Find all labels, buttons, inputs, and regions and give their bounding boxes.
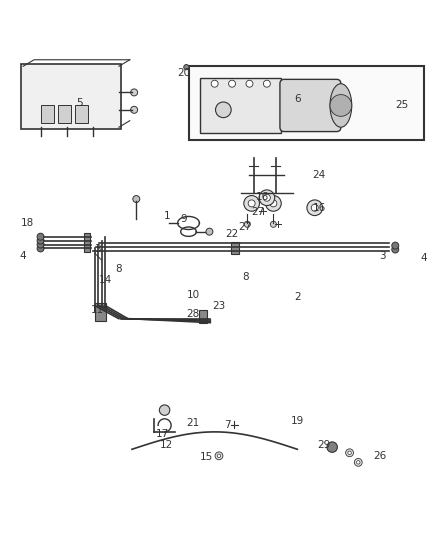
Bar <box>75 106 88 123</box>
Circle shape <box>206 228 213 235</box>
Circle shape <box>246 80 253 87</box>
Text: 8: 8 <box>242 272 248 282</box>
Text: 10: 10 <box>186 290 199 300</box>
Circle shape <box>215 452 223 460</box>
Circle shape <box>37 245 44 252</box>
Text: 24: 24 <box>312 170 326 180</box>
Circle shape <box>131 89 138 96</box>
Circle shape <box>37 237 44 244</box>
Text: 17: 17 <box>156 429 169 439</box>
Circle shape <box>265 196 281 211</box>
Circle shape <box>259 190 275 206</box>
FancyBboxPatch shape <box>21 64 121 130</box>
Circle shape <box>159 405 170 415</box>
Text: 8: 8 <box>116 264 122 273</box>
Text: 12: 12 <box>160 440 173 450</box>
Bar <box>188 66 424 140</box>
Text: 4: 4 <box>420 253 427 263</box>
Circle shape <box>248 200 255 207</box>
Circle shape <box>263 80 270 87</box>
Circle shape <box>330 94 352 116</box>
Circle shape <box>211 80 218 87</box>
FancyBboxPatch shape <box>280 79 341 132</box>
Text: 29: 29 <box>317 440 330 450</box>
Circle shape <box>184 64 189 70</box>
Text: 1: 1 <box>163 212 170 221</box>
Text: 18: 18 <box>21 218 34 228</box>
Circle shape <box>346 449 353 457</box>
Bar <box>58 106 71 123</box>
Circle shape <box>37 233 44 240</box>
Text: 11: 11 <box>91 305 104 315</box>
Text: 21: 21 <box>186 418 200 428</box>
Text: 2: 2 <box>294 292 300 302</box>
Text: 7: 7 <box>224 421 231 430</box>
Text: 5: 5 <box>76 98 83 108</box>
Text: 3: 3 <box>379 251 385 261</box>
Circle shape <box>392 242 399 249</box>
Ellipse shape <box>330 84 352 127</box>
Circle shape <box>348 451 351 455</box>
Bar <box>199 310 207 323</box>
Text: 28: 28 <box>186 309 200 319</box>
Circle shape <box>263 194 270 201</box>
Circle shape <box>270 200 277 207</box>
Text: 27: 27 <box>238 222 252 232</box>
Text: 15: 15 <box>199 452 212 462</box>
Text: 22: 22 <box>226 229 239 239</box>
Text: 14: 14 <box>99 274 113 285</box>
Circle shape <box>131 107 138 114</box>
Circle shape <box>327 442 337 453</box>
Text: 16: 16 <box>312 203 326 213</box>
Circle shape <box>244 196 259 211</box>
Circle shape <box>133 196 140 203</box>
Circle shape <box>311 204 318 211</box>
Text: 23: 23 <box>212 301 226 311</box>
Text: 20: 20 <box>178 68 191 78</box>
Circle shape <box>357 461 360 464</box>
Circle shape <box>229 80 236 87</box>
Circle shape <box>270 221 276 228</box>
Text: 9: 9 <box>181 214 187 224</box>
Bar <box>231 242 239 254</box>
Circle shape <box>307 200 322 215</box>
Text: 27: 27 <box>251 207 265 217</box>
Circle shape <box>354 458 362 466</box>
Text: 4: 4 <box>20 251 26 261</box>
Text: 25: 25 <box>395 100 408 110</box>
FancyBboxPatch shape <box>200 78 281 133</box>
Bar <box>41 106 53 123</box>
Text: 6: 6 <box>294 94 300 104</box>
Circle shape <box>244 221 251 228</box>
Text: 3: 3 <box>94 244 100 254</box>
Bar <box>95 303 106 321</box>
Circle shape <box>217 454 221 457</box>
Text: 19: 19 <box>291 416 304 426</box>
Circle shape <box>215 102 231 118</box>
Bar <box>84 233 90 252</box>
Text: 26: 26 <box>374 451 387 461</box>
Circle shape <box>392 246 399 253</box>
Circle shape <box>37 241 44 248</box>
Text: 16: 16 <box>256 192 269 202</box>
